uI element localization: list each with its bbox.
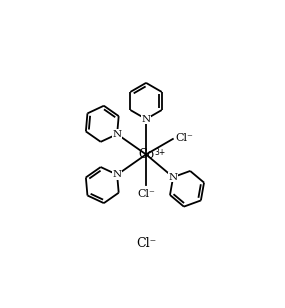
Text: Cl⁻: Cl⁻: [137, 189, 155, 199]
Text: 3+: 3+: [154, 148, 166, 157]
Text: Cl⁻: Cl⁻: [136, 237, 156, 250]
Text: N: N: [113, 170, 122, 179]
Text: N: N: [141, 115, 151, 124]
Text: N: N: [168, 173, 178, 182]
Text: Co: Co: [138, 148, 154, 161]
Text: Cl⁻: Cl⁻: [175, 133, 193, 143]
Text: N: N: [113, 130, 122, 139]
